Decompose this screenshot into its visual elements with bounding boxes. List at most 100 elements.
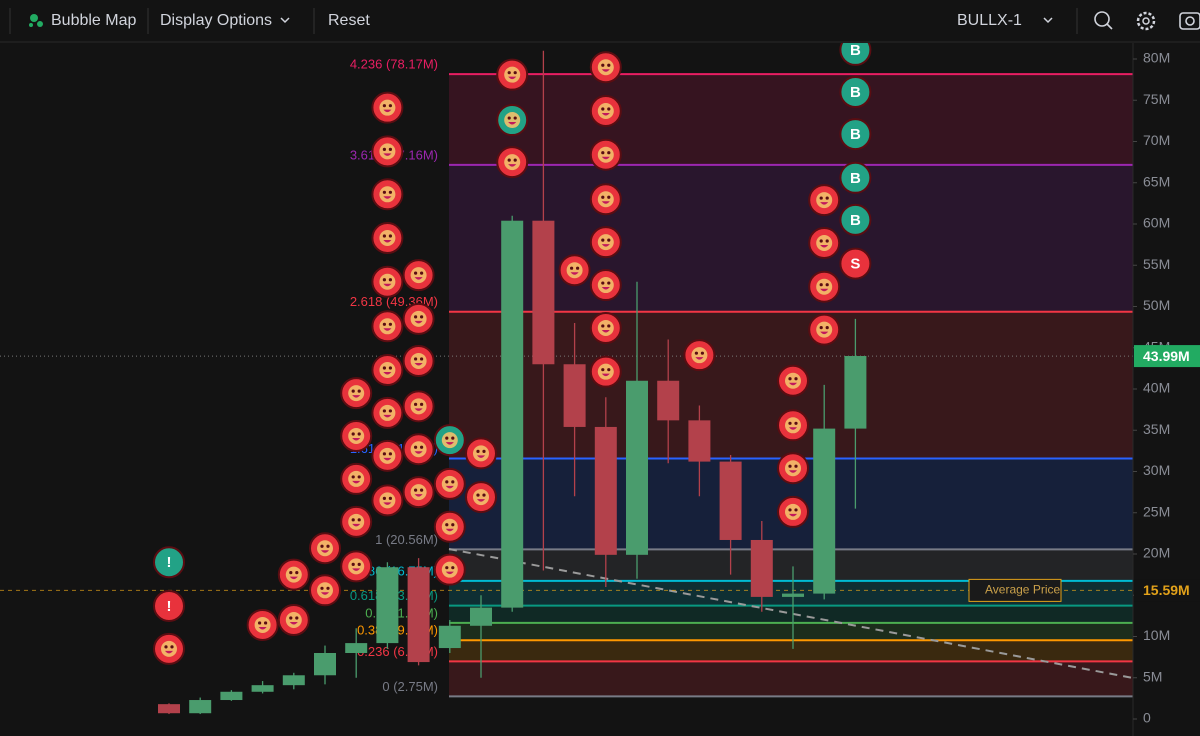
eye: [388, 409, 392, 413]
mouth: [789, 382, 797, 386]
fib-zone: [449, 549, 1133, 581]
mouth: [570, 272, 579, 275]
reset-button[interactable]: Reset: [328, 12, 370, 29]
face: [379, 492, 396, 509]
eye: [607, 238, 611, 242]
mouth: [352, 523, 361, 527]
candle-body: [501, 220, 524, 608]
trade-bubble: [153, 632, 185, 665]
bubble-icon: [30, 14, 38, 22]
trade-bubble: [371, 91, 404, 124]
eye: [357, 432, 361, 436]
bubble-map-button[interactable]: Bubble Map: [51, 12, 136, 29]
trade-bubble: [589, 138, 622, 171]
eye: [382, 452, 386, 456]
trade-bubble: [340, 550, 373, 583]
eye: [414, 445, 418, 449]
trade-bubble: [465, 437, 497, 470]
mouth: [820, 288, 829, 292]
plot: 0 (2.75M)0.236 (6.98M)0.382 (9.55M)0.5 (…: [0, 43, 1133, 715]
eye: [388, 104, 392, 108]
eye: [388, 190, 392, 194]
eye: [788, 464, 792, 468]
average-price-tag: [1134, 579, 1200, 602]
face: [504, 112, 521, 129]
eye: [794, 377, 798, 381]
eye: [445, 523, 449, 527]
candle-body: [594, 426, 617, 555]
mouth: [258, 626, 267, 630]
face: [410, 267, 427, 284]
candle-body: [626, 380, 648, 555]
eye: [788, 508, 792, 512]
eye: [513, 158, 517, 162]
eye: [357, 518, 361, 522]
trade-bubble: [496, 104, 529, 137]
trade-bubble: [340, 377, 373, 410]
eye: [351, 562, 355, 566]
mouth: [383, 240, 392, 243]
bubble: [839, 247, 872, 280]
mouth: [477, 455, 485, 458]
settings-button[interactable]: [1136, 11, 1156, 31]
bubble-label: B: [850, 84, 861, 101]
face: [317, 582, 333, 599]
eye: [382, 234, 386, 238]
face: [379, 318, 396, 335]
mouth: [789, 513, 797, 517]
zoom-button[interactable]: [1094, 11, 1113, 30]
bubble: [839, 76, 872, 108]
eye: [388, 496, 392, 500]
y-tick-label: 25M: [1143, 503, 1170, 519]
face: [785, 460, 801, 477]
eye: [601, 281, 605, 285]
trade-bubble: [371, 222, 404, 255]
eye: [289, 616, 293, 620]
candle-body: [345, 643, 368, 653]
y-tick-label: 0: [1143, 710, 1151, 726]
trade-bubble: [465, 481, 497, 514]
trade-bubble: [371, 310, 404, 343]
eye: [601, 107, 605, 111]
bubble: [839, 43, 872, 66]
eye: [601, 238, 605, 242]
bubble: [839, 118, 872, 151]
eye: [788, 421, 792, 425]
average-price-tag-text: 15.59M: [1143, 582, 1190, 598]
candle-body: [376, 567, 399, 644]
face: [348, 513, 365, 530]
face: [379, 230, 396, 247]
display-options-button[interactable]: Display Options: [160, 12, 272, 29]
y-tick-label: 5M: [1143, 668, 1162, 684]
eye: [607, 281, 611, 285]
mouth: [383, 414, 392, 418]
face: [785, 372, 801, 389]
mouth: [601, 329, 610, 333]
mouth: [820, 202, 829, 205]
face: [597, 102, 614, 119]
symbol-selector[interactable]: BULLX-1: [957, 12, 1022, 29]
eye: [445, 436, 449, 440]
eye: [420, 315, 424, 319]
screenshot-button[interactable]: [1179, 12, 1200, 30]
eye: [382, 322, 386, 326]
face: [254, 616, 271, 633]
face: [597, 319, 614, 336]
y-tick-label: 75M: [1143, 91, 1170, 107]
mouth: [789, 427, 797, 430]
bubble-label: !: [167, 598, 172, 615]
mouth: [445, 528, 454, 532]
face: [348, 470, 365, 487]
eye: [513, 116, 517, 120]
mouth: [695, 357, 704, 360]
fib-zone: [449, 164, 1133, 312]
mouth: [601, 244, 610, 247]
bubble-label: B: [850, 212, 861, 229]
bubble: [153, 546, 185, 579]
face: [504, 154, 521, 171]
mouth: [445, 485, 454, 489]
mouth: [445, 442, 454, 445]
mouth: [352, 480, 361, 484]
face: [317, 540, 333, 557]
